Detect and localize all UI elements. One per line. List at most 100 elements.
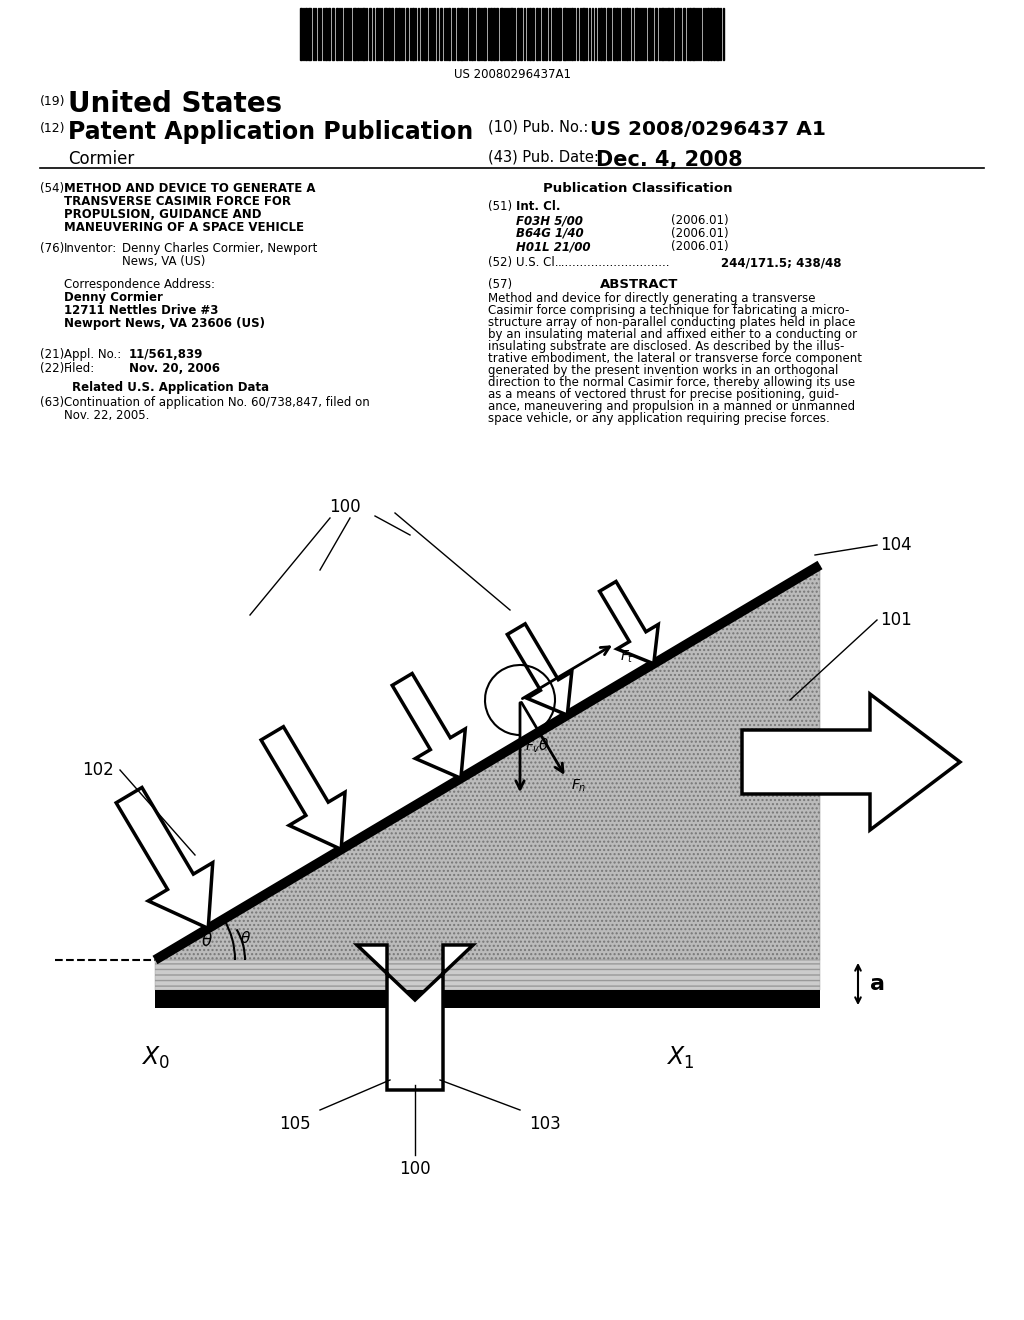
Text: 11/561,839: 11/561,839 — [129, 348, 204, 360]
Text: trative embodiment, the lateral or transverse force component: trative embodiment, the lateral or trans… — [488, 352, 862, 366]
Bar — [603, 8, 605, 59]
Text: Denny Charles Cormier, Newport: Denny Charles Cormier, Newport — [122, 242, 317, 255]
Text: (54): (54) — [40, 182, 65, 195]
Text: Int. Cl.: Int. Cl. — [516, 201, 560, 213]
Text: News, VA (US): News, VA (US) — [122, 255, 206, 268]
Bar — [613, 8, 615, 59]
Bar — [716, 8, 719, 59]
Text: 103: 103 — [529, 1115, 561, 1133]
Bar — [391, 8, 393, 59]
Text: $F_n$: $F_n$ — [571, 777, 587, 793]
Bar — [555, 8, 557, 59]
Text: (43) Pub. Date:: (43) Pub. Date: — [488, 150, 599, 165]
Text: ance, maneuvering and propulsion in a manned or unmanned: ance, maneuvering and propulsion in a ma… — [488, 400, 855, 413]
Bar — [440, 8, 442, 59]
Text: Denny Cormier: Denny Cormier — [63, 290, 163, 304]
Bar — [517, 8, 519, 59]
Bar — [376, 8, 378, 59]
Text: structure array of non-parallel conducting plates held in place: structure array of non-parallel conducti… — [488, 315, 855, 329]
Bar — [545, 8, 547, 59]
Text: (21): (21) — [40, 348, 65, 360]
Text: PROPULSION, GUIDANCE AND: PROPULSION, GUIDANCE AND — [63, 209, 261, 220]
Bar — [707, 8, 709, 59]
Text: (76): (76) — [40, 242, 65, 255]
Text: (2006.01): (2006.01) — [671, 240, 729, 253]
Bar — [395, 8, 397, 59]
Text: U.S. Cl.: U.S. Cl. — [516, 256, 558, 269]
Text: (10) Pub. No.:: (10) Pub. No.: — [488, 120, 589, 135]
Text: 12711 Nettles Drive #3: 12711 Nettles Drive #3 — [63, 304, 218, 317]
Text: generated by the present invention works in an orthogonal: generated by the present invention works… — [488, 364, 839, 378]
Text: (2006.01): (2006.01) — [671, 214, 729, 227]
Text: Inventor:: Inventor: — [63, 242, 118, 255]
Text: by an insulating material and affixed either to a conducting or: by an insulating material and affixed ei… — [488, 327, 857, 341]
Bar — [398, 8, 400, 59]
Bar — [558, 8, 561, 59]
Bar — [607, 8, 609, 59]
Text: Appl. No.:: Appl. No.: — [63, 348, 121, 360]
Bar — [471, 8, 473, 59]
Bar — [510, 8, 513, 59]
Text: $\theta$: $\theta$ — [240, 931, 251, 946]
Text: Nov. 22, 2005.: Nov. 22, 2005. — [63, 409, 150, 422]
Bar — [406, 8, 408, 59]
Bar — [496, 8, 498, 59]
Polygon shape — [599, 582, 658, 664]
Text: (52): (52) — [488, 256, 512, 269]
Text: Correspondence Address:: Correspondence Address: — [63, 279, 215, 290]
Bar — [460, 8, 463, 59]
Bar — [305, 8, 307, 59]
Bar — [552, 8, 554, 59]
Bar — [582, 8, 585, 59]
Bar — [357, 8, 359, 59]
Bar — [626, 8, 628, 59]
Text: $F_v$: $F_v$ — [525, 739, 541, 755]
Bar — [600, 8, 602, 59]
Bar — [493, 8, 495, 59]
Text: Continuation of application No. 60/738,847, filed on: Continuation of application No. 60/738,8… — [63, 396, 370, 409]
Bar — [563, 8, 566, 59]
Text: Patent Application Publication: Patent Application Publication — [68, 120, 473, 144]
Text: ..............................: .............................. — [558, 256, 671, 269]
Bar — [571, 8, 573, 59]
Bar — [490, 8, 492, 59]
Text: Dec. 4, 2008: Dec. 4, 2008 — [596, 150, 742, 170]
Text: 101: 101 — [880, 611, 911, 630]
Text: Publication Classification: Publication Classification — [543, 182, 732, 195]
Text: (57): (57) — [488, 279, 512, 290]
Bar — [424, 8, 427, 59]
Text: (19): (19) — [40, 95, 66, 108]
Text: $\theta$: $\theta$ — [201, 932, 213, 950]
Text: 105: 105 — [280, 1115, 311, 1133]
Text: TRANSVERSE CASIMIR FORCE FOR: TRANSVERSE CASIMIR FORCE FOR — [63, 195, 291, 209]
Bar — [449, 8, 450, 59]
Bar — [713, 8, 715, 59]
Bar — [536, 8, 538, 59]
Bar — [325, 8, 327, 59]
Bar — [336, 8, 338, 59]
Text: 100: 100 — [329, 498, 360, 516]
Polygon shape — [392, 673, 465, 779]
Text: (12): (12) — [40, 121, 66, 135]
Bar — [308, 8, 311, 59]
Bar — [328, 8, 330, 59]
Text: F03H 5/00: F03H 5/00 — [516, 214, 583, 227]
Bar — [332, 8, 334, 59]
Text: a: a — [870, 974, 885, 994]
Text: ABSTRACT: ABSTRACT — [600, 279, 678, 290]
Text: (63): (63) — [40, 396, 65, 409]
Text: $X_0$: $X_0$ — [140, 1045, 169, 1072]
Bar — [635, 8, 638, 59]
Text: $X_1$: $X_1$ — [666, 1045, 694, 1072]
Polygon shape — [261, 727, 345, 849]
Bar — [483, 8, 486, 59]
Bar — [677, 8, 679, 59]
Bar — [520, 8, 522, 59]
Bar — [710, 8, 712, 59]
Bar — [542, 8, 544, 59]
Text: 244/171.5; 438/48: 244/171.5; 438/48 — [721, 256, 842, 269]
Bar — [648, 8, 651, 59]
Bar — [662, 8, 664, 59]
Text: B64G 1/40: B64G 1/40 — [516, 227, 584, 240]
Text: Method and device for directly generating a transverse: Method and device for directly generatin… — [488, 292, 815, 305]
